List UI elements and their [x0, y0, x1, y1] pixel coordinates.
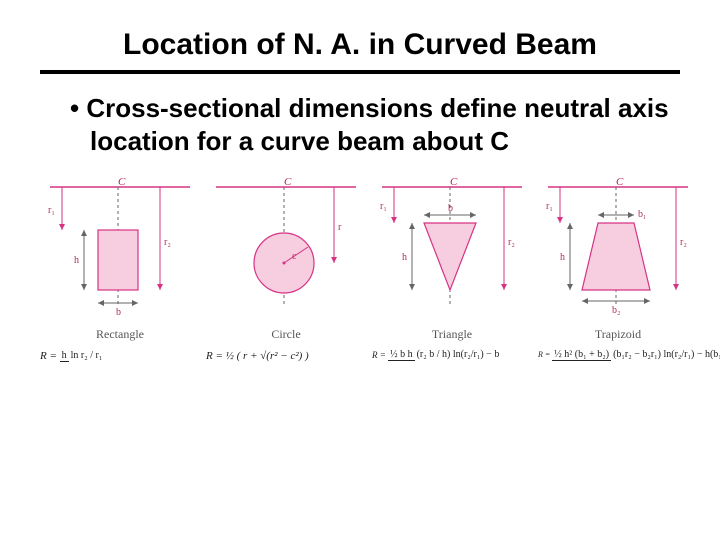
- label-h: h: [74, 255, 79, 266]
- panel-triangle: C r₁ r₂ b h: [372, 175, 532, 362]
- label-hz: h: [560, 252, 565, 263]
- label-b1: b₁: [638, 209, 647, 220]
- diagram-row: C r₁ r₂ h b: [40, 175, 680, 362]
- formula-circle: R = ½ ( r + √(r² − c²) ): [206, 350, 366, 362]
- label-C2: C: [284, 176, 292, 188]
- panel-trapezoid: C r₁ r₂ b₁ b₂: [538, 175, 698, 362]
- label-c: c: [292, 251, 297, 262]
- label-r1c: r₁: [546, 201, 553, 212]
- circle-diagram: C r c: [206, 175, 366, 325]
- label-r2c: r₂: [680, 237, 687, 248]
- label-r2b: r₂: [508, 237, 515, 248]
- title-rule: [40, 70, 680, 74]
- caption-trapezoid: Trapizoid: [538, 327, 698, 342]
- label-C: C: [118, 176, 126, 188]
- panel-rectangle: C r₁ r₂ h b: [40, 175, 200, 362]
- label-ht: h: [402, 252, 407, 263]
- panel-circle: C r c Circle R = ½ ( r + √(r² − c²) ): [206, 175, 366, 362]
- label-bt: b: [448, 203, 453, 214]
- label-C4: C: [616, 176, 624, 188]
- caption-triangle: Triangle: [372, 327, 532, 342]
- formula-rectangle: R = hln r₂ / r₁: [40, 350, 200, 362]
- rectangle-diagram: C r₁ r₂ h b: [40, 175, 200, 325]
- label-r1b: r₁: [380, 201, 387, 212]
- triangle-diagram: C r₁ r₂ b h: [372, 175, 532, 325]
- formula-triangle: R = ½ b h(r₂ b / h) ln(r₂/r₁) − b: [372, 350, 532, 361]
- label-C3: C: [450, 176, 458, 188]
- label-r2: r₂: [164, 237, 171, 248]
- label-b: b: [116, 307, 121, 318]
- label-r1: r₁: [48, 205, 55, 216]
- caption-circle: Circle: [206, 327, 366, 342]
- label-b2: b₂: [612, 305, 621, 316]
- caption-rectangle: Rectangle: [40, 327, 200, 342]
- bullet-text: • Cross-sectional dimensions define neut…: [70, 92, 680, 159]
- label-r: r: [338, 222, 342, 233]
- slide-title: Location of N. A. in Curved Beam: [40, 28, 680, 62]
- trapezoid-diagram: C r₁ r₂ b₁ b₂: [538, 175, 698, 325]
- formula-trapezoid: R = ½ h² (b₁ + b₂)(b₁r₂ − b₂r₁) ln(r₂/r₁…: [538, 350, 698, 361]
